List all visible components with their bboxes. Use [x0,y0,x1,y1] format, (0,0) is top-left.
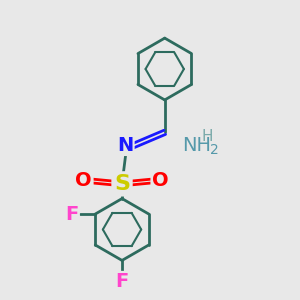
Text: 2: 2 [209,143,218,157]
Text: S: S [114,174,130,194]
Text: N: N [117,136,134,155]
Text: H: H [202,129,213,144]
Text: O: O [152,171,169,190]
Text: F: F [65,205,78,224]
Text: F: F [116,272,129,291]
Text: NH: NH [183,136,211,155]
Text: O: O [75,171,92,190]
